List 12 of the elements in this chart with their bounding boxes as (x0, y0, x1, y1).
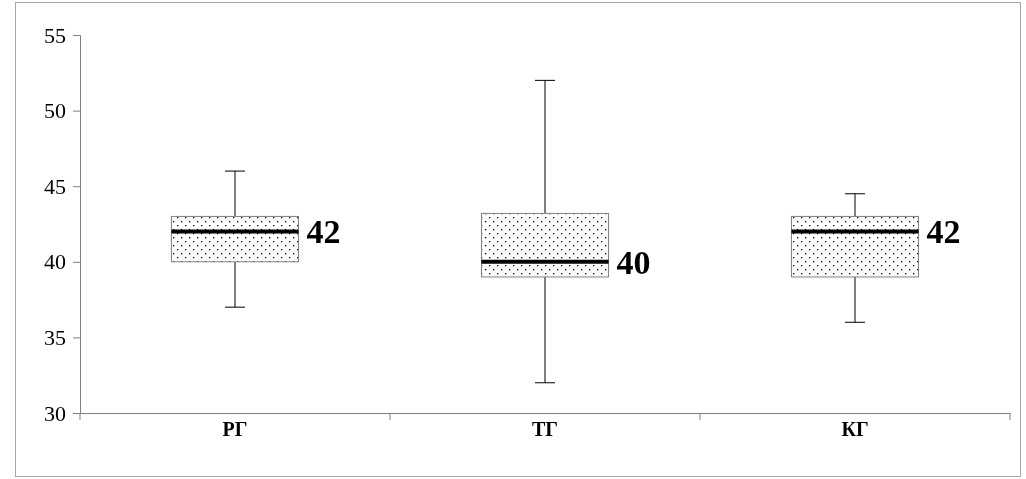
x-tick-label: КГ (841, 418, 869, 440)
y-tick-label: 40 (44, 249, 66, 275)
y-tick-label: 55 (44, 22, 66, 48)
y-tick-label: 45 (44, 173, 66, 199)
y-tick-label: 50 (44, 98, 66, 124)
x-tick-label: РГ (222, 418, 248, 440)
annotation: 42 (926, 213, 961, 251)
y-tick-label: 30 (44, 400, 66, 426)
x-tick-label: ТГ (531, 418, 559, 440)
y-tick-label: 35 (44, 324, 66, 350)
annotation: 40 (616, 243, 651, 281)
annotation: 42 (306, 213, 341, 251)
